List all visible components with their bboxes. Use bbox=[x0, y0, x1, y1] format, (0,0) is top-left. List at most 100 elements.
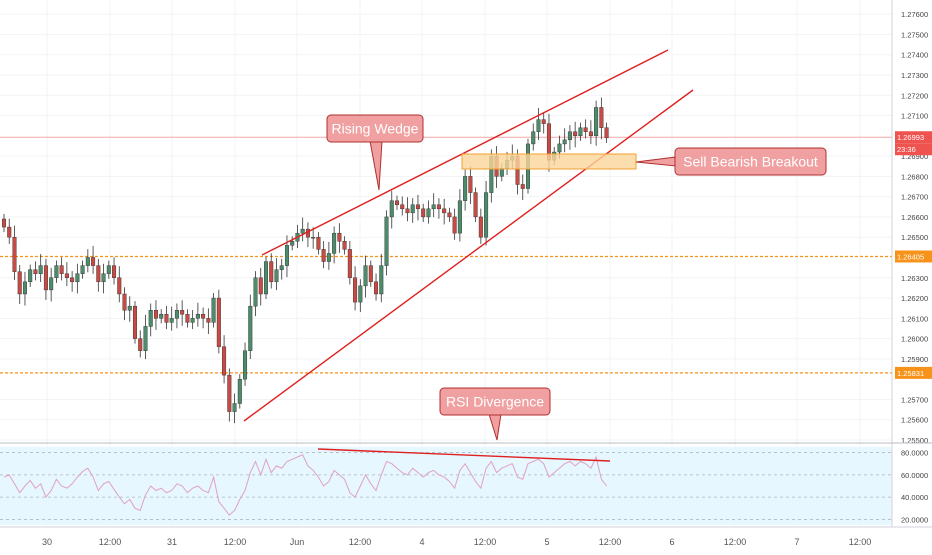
candle-body bbox=[321, 249, 326, 262]
time-axis-label: 6 bbox=[669, 537, 674, 547]
candle-body bbox=[374, 281, 379, 295]
level-high-badge-bg bbox=[895, 250, 932, 263]
candle-body bbox=[342, 241, 347, 250]
time-axis-label: 7 bbox=[794, 537, 799, 547]
candle-body bbox=[562, 139, 567, 145]
candle-body bbox=[541, 119, 546, 124]
candle-body bbox=[468, 176, 473, 193]
price-axis-label: 1.27300 bbox=[901, 71, 928, 80]
candle-body bbox=[358, 285, 363, 303]
time-axis-label: 12:00 bbox=[724, 537, 747, 547]
candle-body bbox=[143, 326, 148, 351]
candle-body bbox=[594, 107, 599, 137]
time-axis-label: 30 bbox=[42, 537, 52, 547]
rsi-axis-label: 20.0000 bbox=[901, 515, 928, 524]
rsi-axis-label: 80.0000 bbox=[901, 449, 928, 458]
candle-body bbox=[426, 208, 431, 218]
candle-body bbox=[473, 192, 478, 218]
candle-body bbox=[164, 314, 169, 323]
time-axis-label: 12:00 bbox=[474, 537, 497, 547]
candle-body bbox=[227, 374, 232, 412]
candle-body bbox=[410, 204, 415, 214]
time-axis-label: Jun bbox=[290, 537, 305, 547]
candle-body bbox=[195, 314, 200, 319]
candle-body bbox=[284, 245, 289, 266]
price-axis-label: 1.26100 bbox=[901, 314, 928, 323]
price-axis-label: 1.27600 bbox=[901, 10, 928, 19]
candle-body bbox=[332, 232, 337, 254]
time-axis-label: 5 bbox=[544, 537, 549, 547]
time-axis-label: 4 bbox=[419, 537, 424, 547]
candle-body bbox=[201, 314, 206, 319]
candle-body bbox=[379, 265, 384, 295]
candle-body bbox=[269, 261, 274, 283]
candle-body bbox=[326, 253, 331, 262]
candle-body bbox=[431, 204, 436, 210]
candle-body bbox=[588, 131, 593, 137]
candle-body bbox=[452, 216, 457, 234]
candle-body bbox=[96, 265, 101, 283]
rising-wedge-callout: Rising Wedge bbox=[326, 114, 424, 191]
sell-breakout-callout-text: Sell Bearish Breakout bbox=[683, 154, 818, 170]
candle-body bbox=[64, 273, 69, 278]
candle-body bbox=[395, 200, 400, 205]
candle-body bbox=[599, 107, 604, 128]
last-price-badge-bg bbox=[895, 131, 932, 144]
time-axis-label: 12:00 bbox=[99, 537, 122, 547]
price-axis-label: 1.26500 bbox=[901, 233, 928, 242]
candle-body bbox=[536, 119, 541, 132]
candle-body bbox=[117, 277, 122, 295]
candle-body bbox=[211, 297, 216, 323]
candle-body bbox=[185, 314, 190, 323]
candle-body bbox=[442, 208, 447, 214]
rsi-panel-background bbox=[0, 447, 892, 525]
price-axis-label: 1.26600 bbox=[901, 213, 928, 222]
countdown-badge: 23:36 bbox=[897, 145, 916, 154]
candle-body bbox=[363, 265, 368, 287]
candle-body bbox=[85, 257, 90, 266]
sell-breakout-callout-box bbox=[674, 147, 827, 176]
candle-body bbox=[12, 237, 17, 272]
candle-body bbox=[54, 265, 59, 278]
candle-body bbox=[138, 338, 143, 351]
candle-body bbox=[531, 131, 536, 145]
candle-body bbox=[279, 265, 284, 270]
candle-body bbox=[316, 237, 321, 250]
time-axis-label: 12:00 bbox=[849, 537, 872, 547]
rsi-divergence-callout-box bbox=[439, 387, 551, 416]
sell-breakout-callout: Sell Bearish Breakout bbox=[635, 147, 827, 176]
level-low-badge: 1.25831 bbox=[897, 369, 924, 378]
candle-body bbox=[206, 318, 211, 323]
time-axis-label: 12:00 bbox=[224, 537, 247, 547]
countdown-badge-bg bbox=[895, 143, 932, 156]
candle-body bbox=[258, 277, 263, 295]
rsi-axis-label: 40.0000 bbox=[901, 493, 928, 502]
price-axis-label: 1.25500 bbox=[901, 436, 928, 445]
price-axis-label: 1.27500 bbox=[901, 30, 928, 39]
candle-body bbox=[264, 261, 269, 295]
candle-body bbox=[274, 269, 279, 283]
candle-body bbox=[300, 228, 305, 234]
candle-body bbox=[59, 265, 64, 274]
candle-body bbox=[405, 208, 410, 214]
candle-body bbox=[127, 305, 132, 311]
candle-body bbox=[415, 204, 420, 210]
candle-body bbox=[353, 277, 358, 303]
candle-body bbox=[290, 241, 295, 246]
candle-body bbox=[573, 131, 578, 137]
price-axis-label: 1.25700 bbox=[901, 395, 928, 404]
candle-body bbox=[122, 293, 127, 311]
candle-body bbox=[243, 350, 248, 380]
candle-body bbox=[22, 281, 27, 295]
time-axis-label: 12:00 bbox=[349, 537, 372, 547]
breakout-zone bbox=[461, 153, 637, 170]
candle-body bbox=[180, 310, 185, 315]
candle-body bbox=[311, 237, 316, 239]
rsi-line bbox=[3, 454, 607, 516]
price-axis-label: 1.26300 bbox=[901, 274, 928, 283]
candle-body bbox=[7, 226, 12, 238]
candle-body bbox=[237, 378, 242, 404]
candle-body bbox=[578, 127, 583, 137]
level-high-badge: 1.26405 bbox=[897, 252, 924, 261]
